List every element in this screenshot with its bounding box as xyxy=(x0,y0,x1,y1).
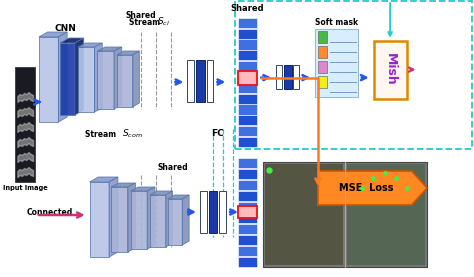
Bar xyxy=(207,60,213,102)
Polygon shape xyxy=(133,51,139,107)
Bar xyxy=(209,191,218,233)
Bar xyxy=(347,164,425,265)
Bar xyxy=(276,65,282,89)
Polygon shape xyxy=(111,183,136,187)
Polygon shape xyxy=(78,43,102,47)
Bar xyxy=(238,72,257,82)
Polygon shape xyxy=(128,183,136,252)
Text: $S_{com}$: $S_{com}$ xyxy=(122,127,143,140)
Bar xyxy=(238,94,257,104)
Polygon shape xyxy=(97,51,114,109)
Bar xyxy=(263,162,427,267)
Text: MSE  Loss: MSE Loss xyxy=(339,183,394,193)
Polygon shape xyxy=(97,47,122,51)
Bar xyxy=(238,180,257,190)
Text: Mish: Mish xyxy=(383,53,397,86)
Bar xyxy=(187,60,194,102)
Bar xyxy=(196,60,205,102)
Text: Shared: Shared xyxy=(157,163,188,172)
Text: Shared: Shared xyxy=(231,4,264,13)
Bar xyxy=(16,67,35,182)
Bar xyxy=(238,18,257,28)
Bar xyxy=(238,71,257,84)
Bar xyxy=(238,61,257,71)
Polygon shape xyxy=(318,171,427,205)
Polygon shape xyxy=(182,195,189,245)
Bar xyxy=(284,65,292,89)
Text: Shared: Shared xyxy=(126,11,156,20)
Bar xyxy=(238,115,257,125)
Bar xyxy=(315,29,358,97)
Bar xyxy=(219,191,226,233)
Polygon shape xyxy=(130,191,147,249)
Polygon shape xyxy=(58,32,67,122)
Polygon shape xyxy=(117,55,133,107)
Polygon shape xyxy=(39,32,67,37)
Polygon shape xyxy=(78,47,94,112)
Polygon shape xyxy=(90,177,118,182)
Bar xyxy=(318,76,327,88)
Bar xyxy=(238,246,257,256)
Text: Connected: Connected xyxy=(26,208,73,217)
Bar xyxy=(238,50,257,60)
Polygon shape xyxy=(147,187,155,249)
Polygon shape xyxy=(150,195,166,247)
Text: Input Image: Input Image xyxy=(3,185,47,191)
Bar xyxy=(318,30,327,43)
Polygon shape xyxy=(114,47,122,109)
Bar xyxy=(238,39,257,50)
Polygon shape xyxy=(75,38,84,115)
Polygon shape xyxy=(150,191,173,195)
Polygon shape xyxy=(94,43,102,112)
Polygon shape xyxy=(168,199,182,245)
Polygon shape xyxy=(109,177,118,257)
Polygon shape xyxy=(60,43,75,115)
Bar xyxy=(265,164,343,265)
Text: Soft mask: Soft mask xyxy=(315,18,358,27)
Polygon shape xyxy=(130,187,155,191)
Polygon shape xyxy=(60,38,84,43)
Bar xyxy=(200,191,207,233)
Bar xyxy=(238,213,257,223)
Bar xyxy=(238,257,257,267)
Polygon shape xyxy=(168,195,189,199)
Polygon shape xyxy=(111,187,128,252)
Polygon shape xyxy=(117,51,139,55)
Bar xyxy=(238,202,257,212)
Bar xyxy=(318,61,327,73)
Bar xyxy=(238,224,257,234)
Bar xyxy=(238,235,257,245)
Polygon shape xyxy=(39,37,58,122)
Polygon shape xyxy=(166,191,173,247)
Text: $S_{cl}$: $S_{cl}$ xyxy=(157,16,170,28)
Bar xyxy=(238,104,257,114)
Text: FC: FC xyxy=(211,129,224,138)
Bar xyxy=(238,158,257,168)
Bar xyxy=(235,1,472,149)
Bar xyxy=(293,65,300,89)
Text: CNN: CNN xyxy=(54,24,76,33)
Bar xyxy=(238,126,257,136)
Text: Stream: Stream xyxy=(128,18,163,27)
Bar xyxy=(238,191,257,201)
Bar xyxy=(238,83,257,93)
Bar xyxy=(238,137,257,147)
Bar xyxy=(238,169,257,179)
Bar xyxy=(318,46,327,58)
Text: Stream: Stream xyxy=(85,130,119,139)
Bar xyxy=(374,41,407,99)
Bar xyxy=(238,29,257,39)
Polygon shape xyxy=(90,182,109,257)
Bar xyxy=(238,206,257,217)
